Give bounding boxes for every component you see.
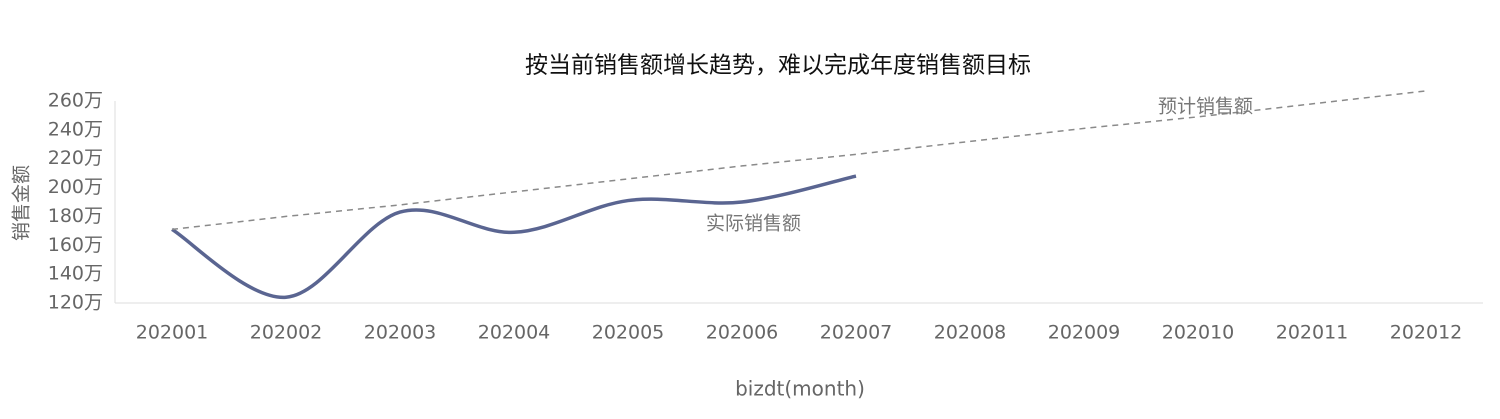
y-axis-label: 销售金额 — [11, 165, 33, 241]
x-tick-label: 202008 — [934, 322, 1007, 344]
x-tick-label: 202006 — [706, 322, 779, 344]
x-tick-label: 202010 — [1162, 322, 1235, 344]
x-tick-label: 202004 — [478, 322, 551, 344]
series-line — [171, 174, 857, 299]
x-tick-label: 202007 — [820, 322, 893, 344]
series-line — [171, 90, 1427, 231]
x-tick-label: 202011 — [1276, 322, 1349, 344]
series-label: 实际销售额 — [706, 213, 801, 235]
x-tick-label: 202012 — [1390, 322, 1463, 344]
x-tick-label: 202001 — [136, 322, 209, 344]
y-tick-label: 140万 — [48, 263, 103, 285]
x-tick-label: 202002 — [250, 322, 323, 344]
x-tick-label: 202009 — [1048, 322, 1121, 344]
y-tick-label: 200万 — [48, 176, 103, 198]
x-tick-label: 202003 — [364, 322, 437, 344]
y-tick-label: 120万 — [48, 292, 103, 314]
y-tick-label: 240万 — [48, 118, 103, 140]
x-tick-label: 202005 — [592, 322, 665, 344]
y-tick-label: 260万 — [48, 90, 103, 112]
series-label: 预计销售额 — [1158, 95, 1253, 117]
y-tick-label: 220万 — [48, 147, 103, 169]
x-axis-label: bizdt(month) — [735, 377, 865, 401]
y-tick-label: 180万 — [48, 205, 103, 227]
chart-title: 按当前销售额增长趋势，难以完成年度销售额目标 — [525, 53, 1031, 79]
y-tick-label: 160万 — [48, 234, 103, 256]
